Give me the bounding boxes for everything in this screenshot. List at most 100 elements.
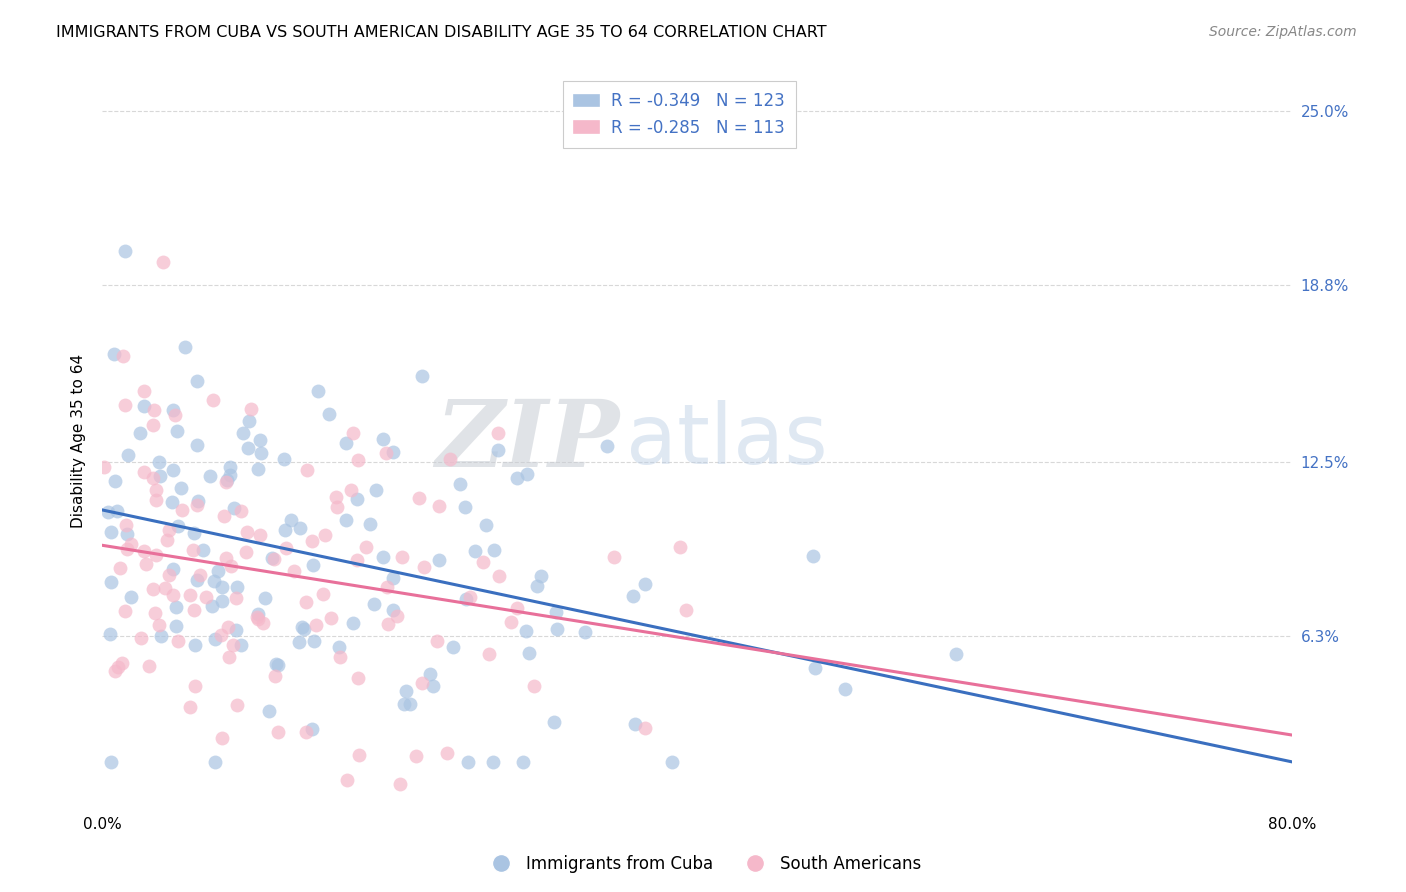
- Point: [287, 634, 309, 648]
- Point: [145, 492, 167, 507]
- Point: [505, 471, 527, 485]
- Point: [209, 627, 232, 641]
- Point: [148, 618, 170, 632]
- Point: [222, 500, 245, 515]
- Point: [236, 524, 259, 539]
- Point: [439, 452, 461, 467]
- Point: [93, 460, 115, 475]
- Point: [211, 731, 233, 746]
- Point: [232, 425, 254, 440]
- Point: [801, 549, 824, 564]
- Point: [153, 581, 176, 595]
- Point: [129, 425, 152, 440]
- Point: [488, 569, 510, 583]
- Point: [472, 555, 495, 569]
- Point: [184, 638, 207, 652]
- Point: [392, 698, 415, 712]
- Point: [134, 384, 156, 399]
- Point: [263, 551, 285, 566]
- Point: [179, 699, 201, 714]
- Point: [301, 722, 323, 736]
- Point: [382, 603, 405, 617]
- Point: [167, 633, 190, 648]
- Point: [170, 482, 193, 496]
- Point: [405, 749, 427, 764]
- Point: [454, 500, 477, 514]
- Point: [249, 434, 271, 448]
- Point: [250, 445, 273, 459]
- Point: [675, 603, 697, 617]
- Point: [356, 540, 378, 554]
- Point: [238, 414, 260, 428]
- Point: [482, 543, 505, 558]
- Point: [429, 553, 451, 567]
- Point: [945, 647, 967, 661]
- Point: [215, 475, 238, 489]
- Point: [274, 541, 297, 556]
- Point: [427, 499, 450, 513]
- Point: [413, 559, 436, 574]
- Point: [375, 580, 398, 594]
- Point: [204, 755, 226, 769]
- Point: [411, 676, 433, 690]
- Point: [97, 505, 120, 519]
- Point: [395, 684, 418, 698]
- Legend: R = -0.349   N = 123, R = -0.285   N = 113: R = -0.349 N = 123, R = -0.285 N = 113: [562, 80, 796, 148]
- Point: [179, 588, 201, 602]
- Point: [804, 661, 827, 675]
- Point: [191, 542, 214, 557]
- Point: [249, 528, 271, 542]
- Point: [382, 445, 405, 459]
- Text: atlas: atlas: [626, 400, 828, 481]
- Point: [160, 495, 183, 509]
- Point: [201, 599, 224, 613]
- Point: [148, 454, 170, 468]
- Point: [115, 542, 138, 557]
- Point: [385, 608, 408, 623]
- Point: [262, 551, 284, 566]
- Point: [103, 347, 125, 361]
- Point: [530, 568, 553, 582]
- Point: [157, 523, 180, 537]
- Point: [117, 448, 139, 462]
- Text: IMMIGRANTS FROM CUBA VS SOUTH AMERICAN DISABILITY AGE 35 TO 64 CORRELATION CHART: IMMIGRANTS FROM CUBA VS SOUTH AMERICAN D…: [56, 25, 827, 40]
- Point: [290, 620, 312, 634]
- Point: [236, 442, 259, 456]
- Point: [267, 657, 290, 672]
- Point: [458, 591, 481, 605]
- Point: [377, 616, 399, 631]
- Point: [346, 553, 368, 567]
- Point: [186, 374, 208, 388]
- Point: [371, 549, 394, 564]
- Point: [218, 650, 240, 665]
- Point: [252, 615, 274, 630]
- Point: [219, 467, 242, 482]
- Point: [301, 534, 323, 549]
- Point: [104, 664, 127, 678]
- Point: [463, 544, 485, 558]
- Point: [359, 516, 381, 531]
- Point: [634, 577, 657, 591]
- Point: [104, 474, 127, 488]
- Point: [111, 657, 134, 671]
- Point: [634, 721, 657, 735]
- Point: [312, 587, 335, 601]
- Point: [226, 698, 249, 713]
- Point: [264, 669, 287, 683]
- Point: [114, 604, 136, 618]
- Point: [132, 400, 155, 414]
- Point: [198, 468, 221, 483]
- Point: [546, 622, 568, 636]
- Point: [204, 632, 226, 647]
- Point: [314, 528, 336, 542]
- Point: [669, 540, 692, 554]
- Point: [288, 521, 311, 535]
- Point: [181, 543, 204, 558]
- Point: [207, 565, 229, 579]
- Point: [408, 491, 430, 506]
- Point: [267, 724, 290, 739]
- Point: [280, 513, 302, 527]
- Point: [482, 755, 505, 769]
- Point: [623, 716, 645, 731]
- Point: [329, 650, 352, 665]
